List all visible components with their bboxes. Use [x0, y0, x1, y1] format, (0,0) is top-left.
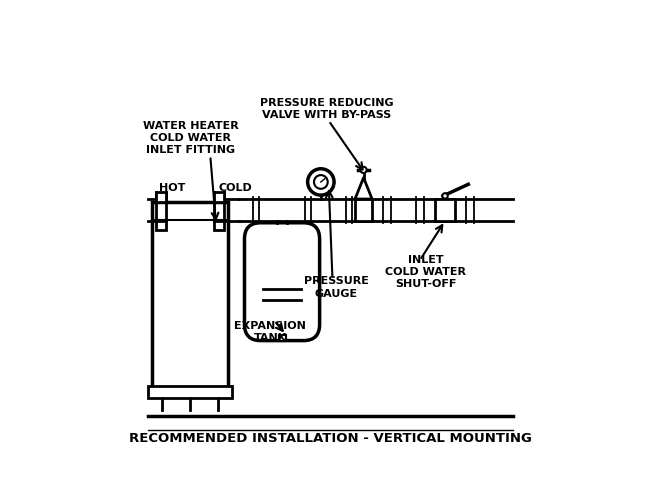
Bar [156, 193, 166, 202]
Text: PRESSURE REDUCING
VALVE WITH BY-PASS: PRESSURE REDUCING VALVE WITH BY-PASS [260, 98, 393, 120]
Circle shape [361, 167, 366, 173]
Bar [214, 221, 224, 230]
Bar [279, 335, 286, 341]
Text: EXPANSION
TANK: EXPANSION TANK [235, 321, 306, 343]
Circle shape [442, 193, 448, 199]
Text: INLET
COLD WATER
SHUT-OFF: INLET COLD WATER SHUT-OFF [385, 255, 466, 289]
Bar [214, 193, 224, 202]
Text: PRESSURE
GAUGE: PRESSURE GAUGE [304, 276, 369, 299]
Circle shape [308, 169, 334, 195]
Text: RECOMMENDED INSTALLATION - VERTICAL MOUNTING: RECOMMENDED INSTALLATION - VERTICAL MOUN… [129, 432, 532, 446]
Bar [435, 199, 455, 221]
Bar [148, 387, 232, 398]
Bar [355, 199, 372, 221]
Text: WATER HEATER
COLD WATER
INLET FITTING: WATER HEATER COLD WATER INLET FITTING [143, 120, 239, 156]
Bar [156, 221, 166, 230]
Circle shape [314, 175, 328, 189]
FancyBboxPatch shape [244, 223, 320, 341]
Text: HOT: HOT [159, 183, 185, 193]
Text: COLD: COLD [218, 183, 252, 193]
Bar [152, 202, 228, 389]
